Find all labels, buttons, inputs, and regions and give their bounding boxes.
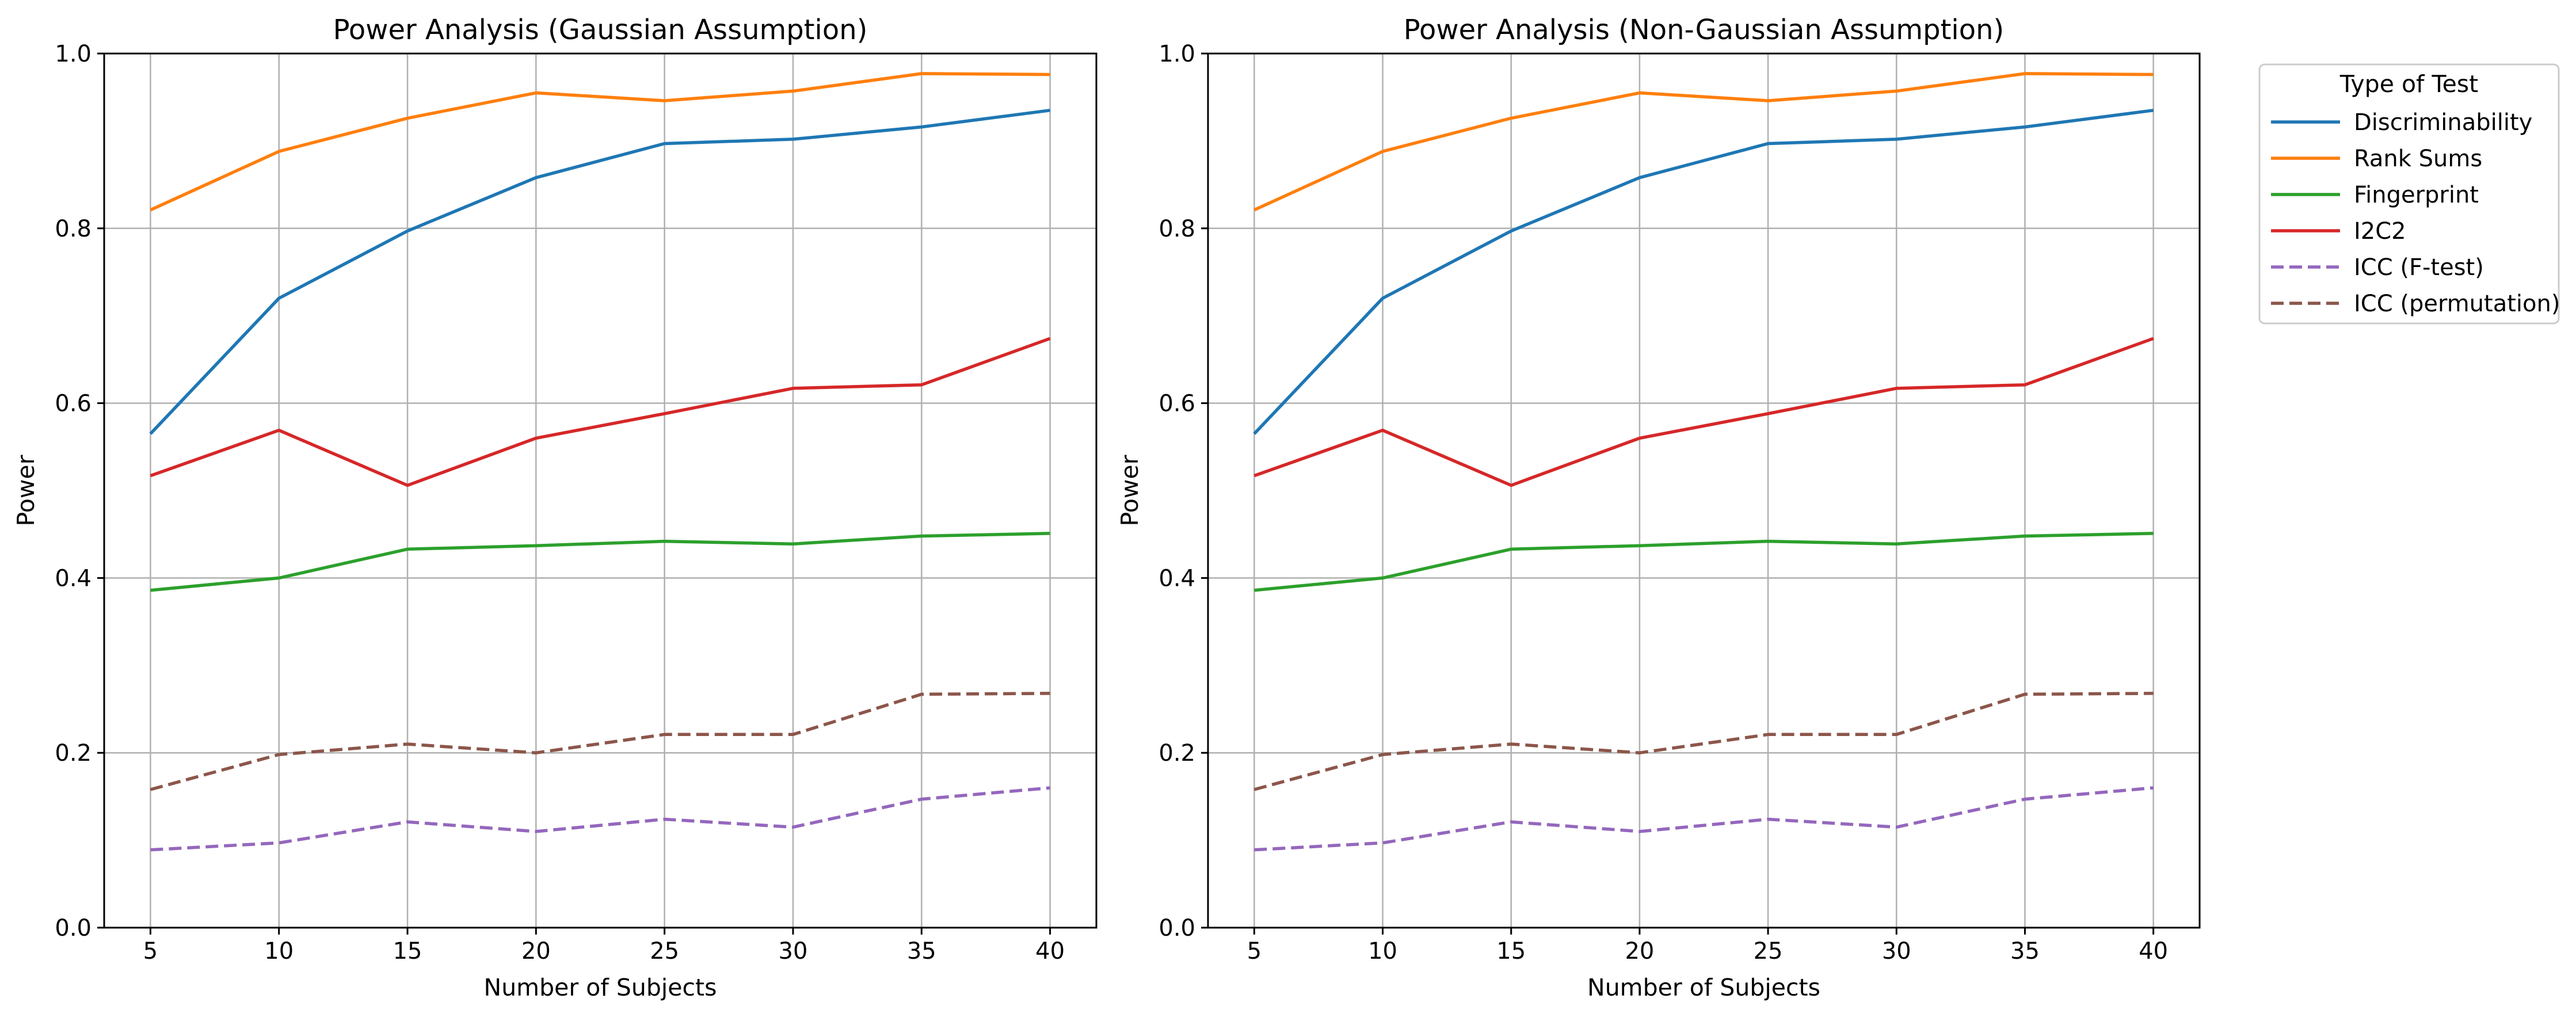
y-tick-label: 0.0 (1159, 915, 1195, 941)
x-tick-label: 40 (1035, 938, 1065, 964)
series-line-fingerprint (1254, 532, 2154, 592)
series-line-fingerprint (150, 532, 1050, 592)
x-tick-label: 30 (1882, 938, 1911, 964)
y-tick-label: 0.0 (55, 915, 92, 941)
series-line-discriminability (1253, 108, 2154, 435)
chart-panel-1: 5 10 15 20 25 30 35 40 0.0 0.2 0.4 0.6 0.8 1.0 Power A… (12, 14, 1098, 1001)
chart-title: Power Analysis (Non-Gaussian Assumption) (1404, 14, 2005, 46)
x-tick-label: 10 (264, 938, 294, 964)
y-axis-label: Power (12, 455, 40, 526)
x-tick-label: 25 (650, 938, 679, 964)
x-tick-label: 25 (1754, 938, 1783, 964)
legend: Type of Test Discriminability Rank Sums Fi… (2258, 63, 2560, 325)
series-line-icc-permutation (150, 692, 1050, 791)
x-tick-label: 10 (1368, 938, 1397, 964)
y-axis-label: Power (1116, 455, 1144, 526)
y-tick-label: 0.4 (55, 565, 92, 592)
series-line-icc-f-test (1254, 786, 2154, 852)
y-tick-label: 0.8 (1159, 216, 1195, 242)
series-line-i2c2 (150, 337, 1051, 487)
x-tick-label: 35 (907, 938, 936, 964)
legend-frame (2258, 63, 2560, 325)
x-tick-label: 30 (779, 938, 808, 964)
series-line-icc-f-test (150, 786, 1050, 852)
x-tick-label: 15 (1496, 938, 1526, 964)
legend-entries: Discriminability Rank Sums Fingerprint I2C2… (2271, 109, 2560, 317)
series-line-icc-permutation (1253, 692, 2154, 791)
legend-label: ICC (F-test) (2354, 254, 2484, 281)
x-tick-label: 15 (393, 938, 422, 964)
x-tick-label: 5 (143, 938, 158, 964)
x-axis-label: Number of Subjects (484, 974, 717, 1001)
y-tick-label: 1.0 (55, 41, 92, 67)
x-tick-label: 35 (2010, 938, 2040, 964)
chart-panel-2: 5 10 15 20 25 30 35 40 0.0 0.2 0.4 0.6 0.8 1.0 Power A… (1116, 14, 2201, 1001)
series-line-rank-sums (150, 72, 1050, 212)
series-line-discriminability (149, 108, 1050, 435)
x-tick-label: 5 (1247, 938, 1262, 964)
legend-title: Type of Test (2339, 70, 2479, 98)
x-tick-label: 20 (521, 938, 551, 964)
x-tick-label: 20 (1625, 938, 1654, 964)
x-axis-label: Number of Subjects (1587, 974, 1820, 1001)
legend-label: I2C2 (2354, 218, 2406, 245)
x-tick-label: 40 (2139, 938, 2168, 964)
series-line-i2c2 (1253, 337, 2154, 487)
plot-frame (103, 52, 1098, 929)
y-tick-label: 0.6 (55, 391, 92, 417)
y-tick-label: 1.0 (1159, 41, 1195, 67)
legend-label: ICC (permutation) (2354, 291, 2560, 317)
chart-title: Power Analysis (Gaussian Assumption) (333, 14, 868, 46)
y-tick-label: 0.4 (1159, 565, 1195, 592)
y-tick-label: 0.2 (55, 740, 92, 767)
legend-label: Rank Sums (2354, 146, 2482, 172)
y-tick-label: 0.2 (1159, 740, 1195, 767)
charts-layer: 5 10 15 20 25 30 35 40 0.0 0.2 0.4 0.6 0.8 1.0 Power A… (12, 14, 2201, 1001)
y-tick-label: 0.6 (1159, 391, 1195, 417)
y-tick-label: 0.8 (55, 216, 92, 242)
series-line-rank-sums (1253, 72, 2154, 212)
legend-label: Fingerprint (2354, 182, 2479, 208)
legend-label: Discriminability (2354, 109, 2532, 136)
plot-frame (1207, 52, 2201, 929)
